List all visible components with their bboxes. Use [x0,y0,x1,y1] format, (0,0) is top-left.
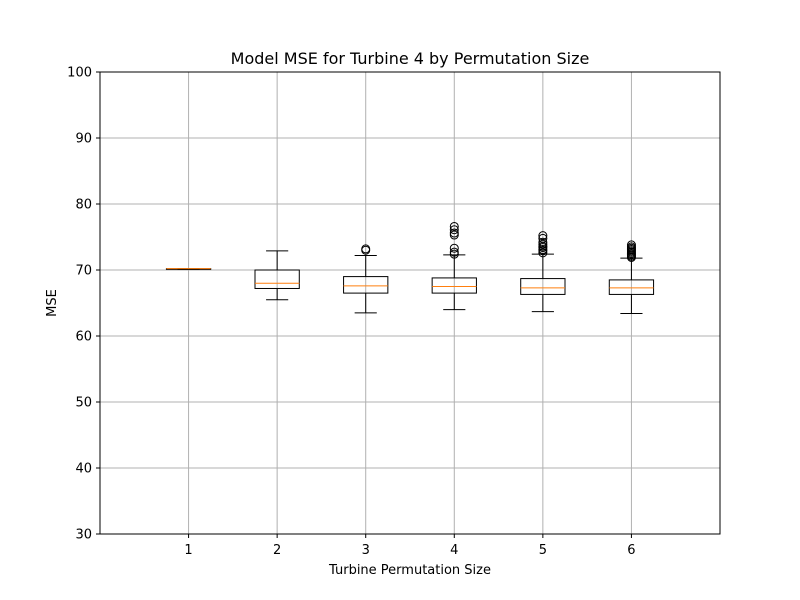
box-2 [254,250,300,301]
x-tick-label: 2 [273,543,281,558]
box-6 [608,240,655,315]
box-5 [520,231,566,313]
y-tick-label: 90 [75,132,92,147]
x-tick-label: 6 [627,543,635,558]
x-tick-label: 4 [450,543,458,558]
box-iqr [520,278,566,295]
grid-lines [100,71,720,535]
y-tick-label: 70 [75,264,92,279]
outlier-point [626,240,636,250]
x-tick-label: 5 [539,543,547,558]
box-iqr [431,277,477,294]
y-tick-label: 50 [75,396,92,411]
outlier-point [538,231,548,241]
y-tick-label: 40 [75,462,92,477]
x-tick-label: 1 [184,543,192,558]
x-axis-ticks: 1 2 3 4 5 6 [184,534,636,558]
y-tick-label: 60 [75,330,92,345]
outlier-point [449,247,459,257]
outlier-point [538,237,548,247]
chart-title: Model MSE for Turbine 4 by Permutation S… [231,49,590,68]
outlier-point [538,233,548,243]
box-1 [165,268,212,270]
boxes-group [165,221,655,315]
box-3 [343,244,389,314]
box-4 [431,221,477,311]
box-iqr [608,279,655,295]
outlier-point [449,228,459,238]
x-tick-label: 3 [362,543,370,558]
outlier-point [449,225,459,235]
y-tick-label: 100 [67,66,92,81]
y-tick-label: 30 [75,528,92,543]
y-axis-ticks: 30 40 50 60 70 80 90 100 [67,66,100,543]
y-tick-label: 80 [75,198,92,213]
outlier-point [361,244,371,254]
plot-frame [99,71,721,535]
box-iqr [254,269,300,289]
outlier-point [449,221,459,231]
box-iqr [343,276,389,294]
outlier-point [449,243,459,253]
x-axis-label: Turbine Permutation Size [328,563,491,578]
y-axis-label: MSE [45,289,60,317]
